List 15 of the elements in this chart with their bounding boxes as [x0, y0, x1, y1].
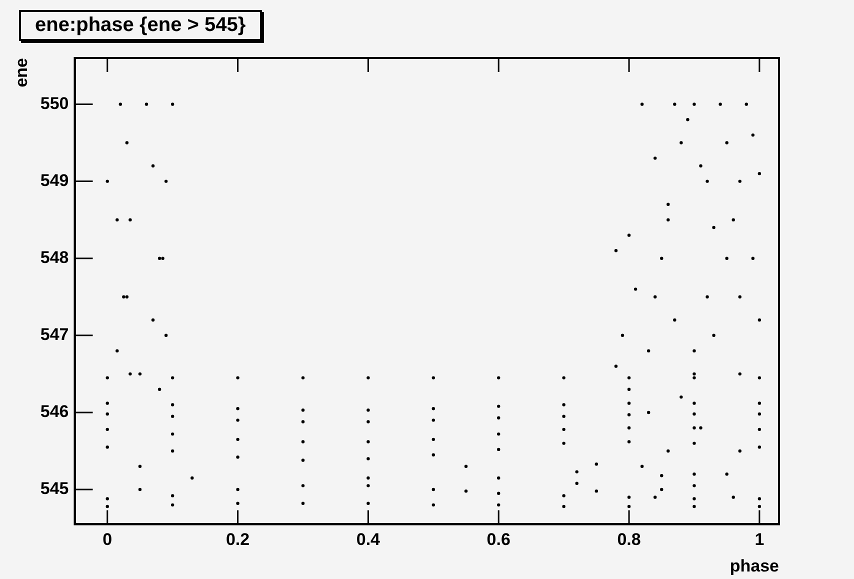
x-tick-label: 0.6 [486, 530, 510, 550]
x-tick-label: 0.4 [356, 530, 381, 550]
y-tick-label: 548 [40, 248, 69, 268]
y-tick-label: 547 [40, 325, 69, 344]
y-tick-label: 549 [40, 170, 69, 190]
x-tick-label: 0 [102, 530, 112, 550]
x-axis-title: phase [730, 556, 779, 576]
y-tick-label: 545 [40, 479, 69, 498]
y-axis-title: ene [12, 58, 31, 88]
y-tick-label: 546 [40, 402, 69, 422]
y-tick-label: 550 [40, 94, 69, 113]
x-tick-label: 1 [754, 530, 764, 550]
x-tick-label: 0.8 [617, 530, 641, 550]
x-tick-label: 0.2 [226, 530, 250, 550]
chart-title: ene:phase {ene > 545} [19, 10, 262, 41]
